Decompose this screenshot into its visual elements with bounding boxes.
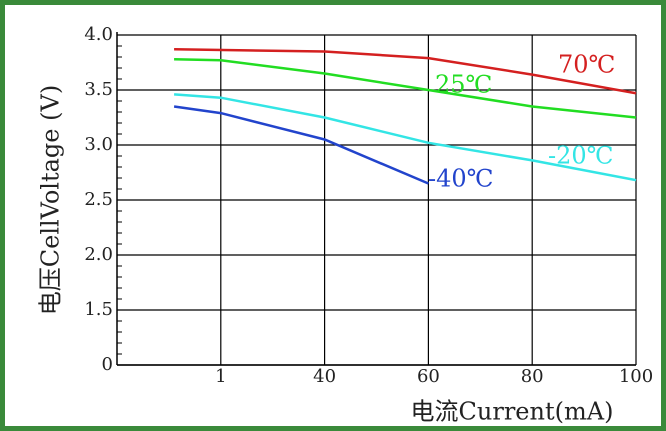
line: [173, 105, 429, 185]
x-tick-label: 80: [521, 366, 544, 387]
y-tick-label: 0: [102, 354, 113, 375]
series-label: -40℃: [428, 165, 494, 193]
y-axis-label: 电压CellVoltage (V): [37, 85, 65, 315]
line: [174, 48, 637, 95]
y-tick-label: 2.5: [84, 189, 113, 210]
x-tick-label: 100: [619, 366, 653, 387]
line: [174, 57, 637, 119]
x-tick-label: 40: [313, 366, 336, 387]
line: [174, 93, 637, 182]
x-axis-label: 电流Current(mA): [411, 398, 614, 426]
series-label: 25℃: [435, 71, 492, 99]
y-tick-label: 1.5: [84, 299, 113, 320]
y-tick-label: 2.0: [84, 244, 113, 265]
y-tick-label: 4.0: [84, 24, 113, 45]
x-tick-label: 60: [417, 366, 440, 387]
series-label: -20℃: [548, 142, 614, 170]
y-tick-label: 3.5: [84, 79, 113, 100]
y-tick-label: 3.0: [84, 134, 113, 155]
series-label: 70℃: [558, 51, 615, 79]
x-tick-label: 1: [215, 366, 226, 387]
